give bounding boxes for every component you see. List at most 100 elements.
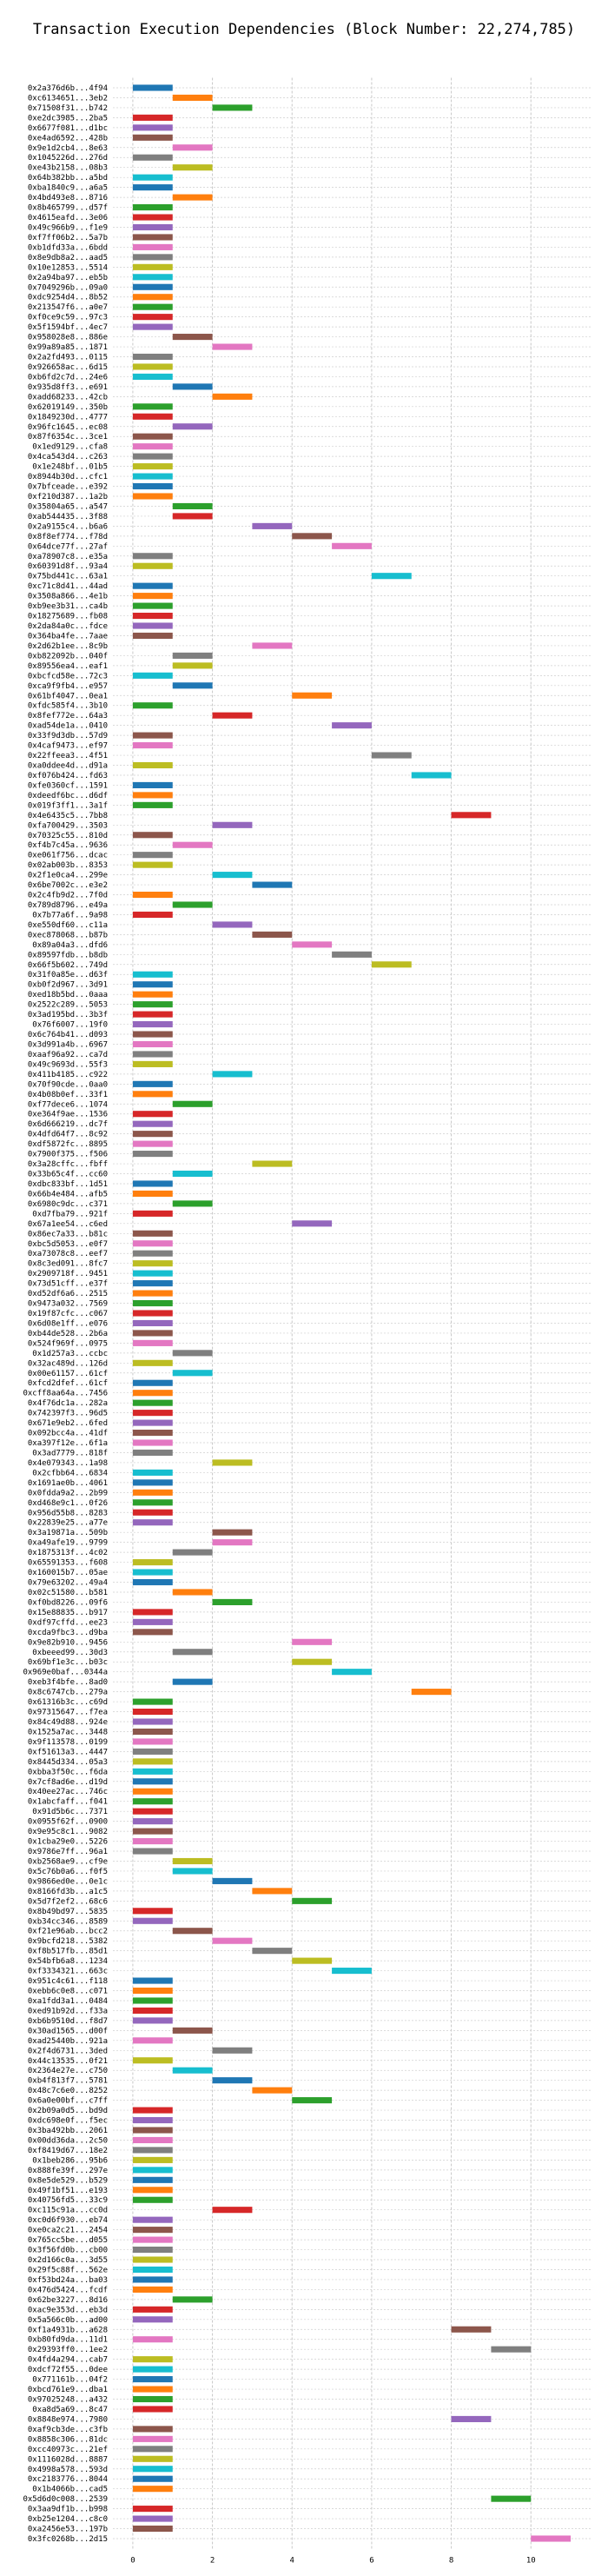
y-tick-label: 0x8c6747cb...279a	[28, 1689, 108, 1697]
bar	[132, 1111, 173, 1118]
y-tick-label: 0x7bfceade...e392	[28, 483, 108, 492]
bar	[132, 761, 173, 769]
bar	[252, 881, 293, 888]
y-tick-label: 0x3ad7779...818f	[32, 1449, 108, 1457]
bar	[132, 1718, 173, 1725]
y-tick-label: 0x8fef772e...64a3	[28, 712, 108, 720]
y-tick-label: 0x2d62b1ee...8c9b	[28, 642, 108, 651]
bar	[132, 613, 173, 620]
bar	[132, 801, 173, 808]
bar	[132, 134, 173, 141]
bar	[132, 353, 173, 361]
bar	[411, 772, 452, 779]
bar	[132, 223, 173, 231]
y-tick-label: 0xb9ee3b31...ca4b	[28, 602, 108, 611]
bar	[172, 1678, 213, 1685]
y-tick-label: 0x70325c55...810d	[28, 832, 108, 840]
bar	[132, 2435, 173, 2442]
y-tick-label: 0x62be3227...8d16	[28, 2296, 108, 2305]
y-tick-label: 0x6a0e00bf...c7ff	[28, 2097, 108, 2106]
bar	[132, 1469, 173, 1476]
y-tick-label: 0xa78907c8...e35a	[28, 553, 108, 561]
y-tick-label: 0xf8b517fb...85d1	[28, 1948, 108, 1956]
y-tick-label: 0x524f969f...0975	[28, 1339, 108, 1348]
bar	[132, 2366, 173, 2373]
y-tick-label: 0x30ad1565...d00f	[28, 2027, 108, 2035]
bar	[132, 2356, 173, 2363]
bar	[132, 1509, 173, 1516]
bar	[212, 1539, 253, 1546]
y-tick-label: 0xba1840c9...a6a5	[28, 184, 108, 193]
y-tick-label: 0x1116028d...8887	[28, 2455, 108, 2464]
bar	[132, 1131, 173, 1138]
y-tick-label: 0x67a1ee54...c6ed	[28, 1220, 108, 1229]
y-tick-label: 0xdcf72f55...0dee	[28, 2366, 108, 2374]
bar	[132, 184, 173, 191]
y-tick-label: 0x00e61157...61cf	[28, 1370, 108, 1378]
bar	[132, 363, 173, 370]
bar	[172, 423, 213, 430]
bar	[132, 2395, 173, 2403]
y-tick-label: 0x0fdda9a2...2b99	[28, 1489, 108, 1497]
y-tick-label: 0x7049296b...09a0	[28, 283, 108, 292]
y-tick-label: 0x6677f081...d1bc	[28, 124, 108, 133]
y-tick-label: 0x1b4066b...cad5	[32, 2486, 108, 2494]
y-tick-label: 0x8f8ef774...f78d	[28, 533, 108, 541]
y-tick-label: 0x6be7002c...e3e2	[28, 881, 108, 890]
y-tick-label: 0xb6fd2c7d...24e6	[28, 373, 108, 382]
y-tick-label: 0xadd68233...42cb	[28, 393, 108, 402]
bar	[332, 951, 372, 958]
y-tick-label: 0x29393ff0...1ee2	[28, 2346, 108, 2354]
bar	[132, 1439, 173, 1446]
y-tick-labels: 0x2a376d6b...4f940xc6134651...3eb20x7150…	[23, 84, 108, 2544]
bar	[332, 1669, 372, 1676]
bar	[172, 1549, 213, 1556]
bar	[132, 1848, 173, 1855]
y-tick-label: 0x3ad195bd...3b3f	[28, 1011, 108, 1019]
y-tick-label: 0xc6134651...3eb2	[28, 94, 108, 103]
bar	[212, 2077, 253, 2084]
bar	[132, 1778, 173, 1785]
y-tick-label: 0xf0bd8226...09f6	[28, 1598, 108, 1607]
y-tick-label: 0x2f4d6731...3ded	[28, 2047, 108, 2055]
bar	[132, 672, 173, 679]
bar	[132, 792, 173, 799]
y-tick-label: 0x5a566c0b...ad00	[28, 2316, 108, 2325]
chart-title: Transaction Execution Dependencies (Bloc…	[32, 21, 576, 38]
y-tick-label: 0x7b77a6f...9a98	[32, 911, 108, 920]
y-tick-label: 0x69bf1e3c...b03c	[28, 1658, 108, 1667]
y-tick-label: 0xb1dfd33a...6bdd	[28, 243, 108, 252]
bar	[172, 1370, 213, 1377]
bar	[132, 732, 173, 739]
bar	[132, 1180, 173, 1187]
bar	[132, 263, 173, 270]
bar	[411, 1689, 452, 1696]
y-tick-label: 0x6d666219...dc7f	[28, 1120, 108, 1129]
bar	[132, 702, 173, 709]
y-tick-label: 0x31f0a85e...d63f	[28, 971, 108, 979]
y-tick-label: 0x926658ac...6d15	[28, 363, 108, 372]
bar	[132, 971, 173, 978]
y-tick-label: 0xcda9fbc3...d9ba	[28, 1629, 108, 1637]
bar	[132, 1569, 173, 1576]
bar	[132, 1758, 173, 1765]
y-tick-label: 0x8848e974...7980	[28, 2415, 108, 2424]
bar	[252, 642, 293, 649]
y-tick-label: 0xf076b424...fd63	[28, 772, 108, 780]
y-tick-label: 0x3d991a4b...6967	[28, 1040, 108, 1049]
y-tick-label: 0x364ba4fe...7aae	[28, 632, 108, 641]
y-tick-label: 0x22839e25...a77e	[28, 1519, 108, 1528]
bar	[132, 1290, 173, 1297]
y-tick-label: 0xaf9cb3de...c3fb	[28, 2426, 108, 2434]
bar	[132, 2525, 173, 2533]
bar	[132, 413, 173, 420]
bar	[132, 1031, 173, 1038]
y-tick-label: 0x2da84a0c...fdce	[28, 622, 108, 631]
bar	[132, 1151, 173, 1158]
bar	[212, 1937, 253, 1944]
bar	[132, 473, 173, 480]
y-tick-label: 0xc0d6f930...eb74	[28, 2216, 108, 2225]
bar	[172, 682, 213, 689]
y-tick-label: 0x8e9db8a2...aad5	[28, 254, 108, 262]
bar	[172, 2296, 213, 2303]
